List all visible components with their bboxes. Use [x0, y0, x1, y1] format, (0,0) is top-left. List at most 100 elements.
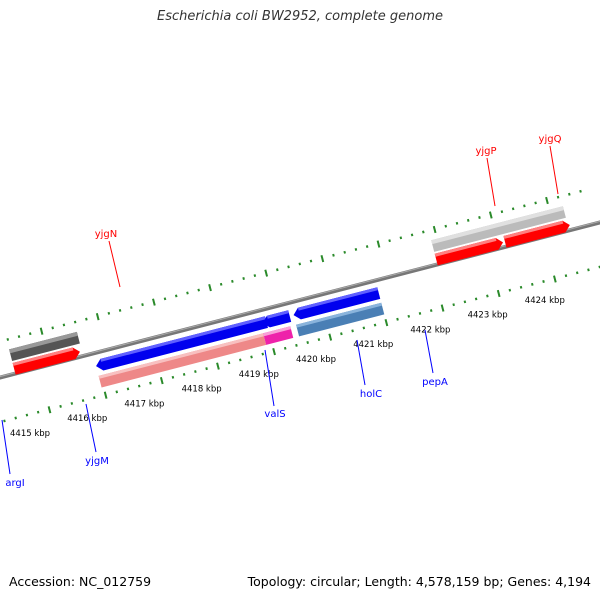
forward-tick	[320, 254, 325, 263]
forward-tick	[500, 210, 504, 214]
gene-label-yjgP[interactable]: yjgP	[475, 146, 496, 157]
forward-tick	[51, 326, 54, 330]
forward-tick	[39, 327, 44, 335]
scale-label: 4418 kbp	[182, 385, 222, 395]
genome-summary-text: Topology: circular; Length: 4,578,159 bp…	[247, 574, 591, 589]
gene-label-holC[interactable]: holC	[360, 389, 382, 400]
gene-pepA[interactable]	[292, 287, 381, 321]
reverse-tick	[182, 372, 186, 376]
forward-tick	[432, 225, 437, 234]
reverse-tick	[81, 399, 85, 403]
forward-tick	[545, 196, 549, 205]
forward-tick	[163, 297, 167, 301]
forward-tick	[388, 239, 391, 243]
gene-yjgN[interactable]	[12, 346, 82, 375]
forward-tick	[399, 236, 403, 240]
reverse-tick	[575, 271, 579, 275]
reverse-tick	[216, 362, 220, 370]
forward-tick	[568, 192, 571, 196]
scale-label: 4422 kbp	[410, 325, 450, 335]
gene-label-yjgM[interactable]: yjgM	[85, 456, 109, 467]
reverse-tick	[531, 282, 534, 286]
reverse-tick	[47, 406, 52, 414]
forward-tick	[523, 204, 526, 208]
reverse-tick	[59, 404, 62, 408]
reverse-tick	[261, 352, 265, 356]
gene-label-pepA[interactable]: pepA	[422, 377, 448, 388]
gene-label-argI[interactable]: argI	[5, 478, 24, 489]
forward-tick	[85, 317, 88, 321]
reverse-tick	[429, 309, 433, 312]
forward-tick	[276, 268, 279, 272]
forward-tick	[231, 279, 234, 283]
forward-tick-row	[6, 189, 582, 341]
gene-leader-line-pepA	[424, 329, 434, 374]
forward-tick	[332, 253, 335, 257]
reverse-tick	[351, 329, 354, 333]
forward-tick	[264, 269, 269, 277]
scale-label: 4421 kbp	[353, 340, 393, 350]
gene-yjgP[interactable]	[434, 237, 505, 266]
genome-backbone	[0, 172, 600, 428]
gene-leader-line-yjgM	[85, 403, 97, 453]
reverse-tick	[496, 289, 501, 298]
gene-label-yjgQ[interactable]: yjgQ	[539, 134, 562, 145]
gene-label-valS[interactable]: valS	[264, 409, 285, 420]
reverse-tick	[295, 343, 298, 347]
forward-tick	[365, 245, 369, 248]
forward-tick	[6, 338, 10, 341]
reverse-tick	[519, 285, 523, 289]
forward-tick	[152, 298, 156, 306]
reverse-tick	[103, 391, 108, 399]
scale-label: 4424 kbp	[525, 296, 565, 306]
forward-tick	[17, 335, 21, 339]
holC-feature	[263, 326, 294, 345]
reverse-tick	[115, 390, 119, 394]
forward-tick	[466, 218, 470, 222]
reverse-tick	[362, 326, 366, 330]
gene-leader-line-holC	[356, 339, 366, 386]
scale-labels: 4415 kbp 4416 kbp 4417 kbp 4418 kbp 4419 kbp…	[10, 296, 565, 439]
forward-tick	[410, 233, 414, 237]
reverse-tick	[463, 300, 467, 304]
holC-feature-hi	[263, 326, 292, 337]
forward-tick	[107, 311, 111, 315]
forward-tick	[95, 313, 100, 321]
gene-label-yjgN[interactable]: yjgN	[95, 229, 118, 240]
reverse-tick	[508, 288, 512, 292]
rna-feature-dark-2-hi	[9, 331, 78, 354]
reverse-tick	[137, 384, 141, 388]
reverse-tick	[474, 297, 478, 301]
forward-tick	[219, 282, 223, 286]
reverse-tick-row	[3, 265, 600, 423]
forward-tick	[186, 291, 189, 295]
forward-tick	[253, 274, 257, 278]
reverse-tick	[194, 370, 197, 373]
reverse-tick	[564, 274, 568, 278]
reverse-tick	[452, 303, 455, 307]
forward-tick	[242, 277, 245, 280]
gene-valS[interactable]	[95, 316, 268, 372]
gene-holC-blue[interactable]	[261, 310, 292, 329]
scale-label: 4423 kbp	[468, 311, 508, 321]
forward-tick	[354, 247, 358, 251]
forward-tick	[343, 250, 346, 254]
rna-feature-reverse-pepA-hi	[296, 302, 383, 328]
reverse-tick	[373, 323, 377, 327]
reverse-tick	[171, 375, 175, 379]
reverse-tick	[126, 387, 130, 391]
scale-label: 4420 kbp	[296, 355, 336, 365]
pseudogene-feature-valS-hi	[98, 333, 264, 379]
scale-label: 4415 kbp	[10, 429, 50, 439]
forward-tick	[534, 201, 537, 205]
reverse-tick	[93, 396, 96, 400]
reverse-tick	[407, 314, 411, 318]
gene-yjgQ[interactable]	[503, 219, 571, 248]
genome-backbone-highlight	[0, 173, 600, 425]
reverse-tick	[149, 381, 152, 385]
reverse-tick	[70, 402, 74, 405]
map-title: Escherichia coli BW2952, complete genome	[157, 9, 443, 24]
forward-tick	[130, 306, 133, 309]
reverse-tick	[440, 304, 445, 312]
